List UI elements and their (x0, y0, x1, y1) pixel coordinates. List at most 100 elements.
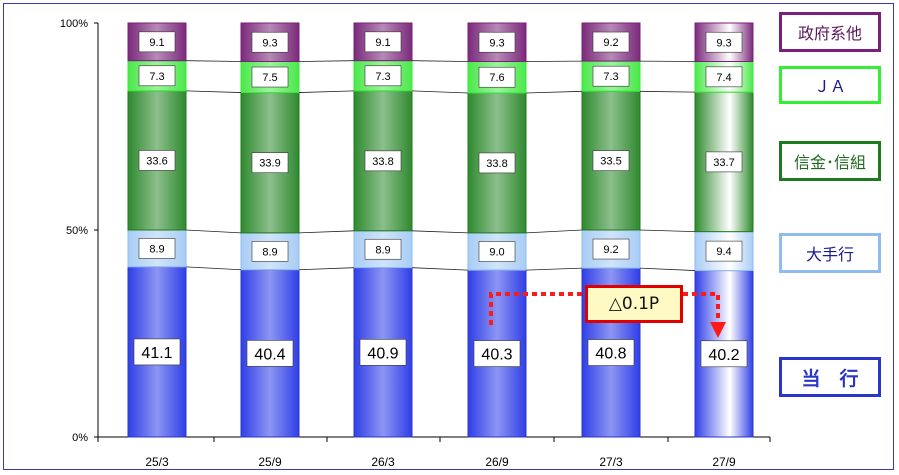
series-connector-line (525, 229, 583, 234)
data-label-box (364, 150, 402, 172)
series-connector-line (298, 230, 355, 234)
data-label-box (138, 150, 176, 171)
data-label-box (364, 65, 402, 87)
x-tick-label: 26/3 (371, 455, 395, 469)
data-label-box (587, 339, 635, 366)
data-label: 40.3 (481, 347, 512, 364)
data-label: 7.4 (716, 72, 731, 84)
data-label-box (592, 150, 630, 171)
data-label: 41.1 (141, 345, 172, 362)
bar-segment (694, 91, 754, 233)
data-label-box (364, 31, 402, 53)
data-label: 8.9 (149, 243, 164, 255)
data-label: 40.4 (254, 346, 285, 363)
series-connector-line (639, 229, 696, 233)
data-label-box (251, 31, 289, 53)
data-label-box (592, 65, 630, 87)
data-label: 33.8 (372, 156, 393, 168)
data-label: 9.3 (716, 37, 731, 49)
data-label: 40.8 (595, 346, 626, 363)
data-label: 7.3 (375, 71, 390, 83)
data-label: 7.3 (149, 71, 164, 83)
data-label: 9.1 (375, 37, 390, 49)
data-label-box (138, 31, 176, 53)
series-connector-line (298, 267, 355, 271)
legend-entry: 当 行 (779, 357, 881, 397)
series-connector-line (411, 230, 469, 234)
data-label: 33.6 (146, 155, 167, 167)
series-connector-line (411, 267, 469, 271)
x-tick-label: 26/9 (485, 455, 509, 469)
data-label-box (478, 31, 516, 53)
annotation-connector (489, 292, 585, 325)
annotation-connector (683, 292, 720, 325)
data-label: 33.8 (486, 158, 507, 170)
data-label-box (705, 151, 743, 173)
data-label-box (705, 240, 743, 262)
data-label-box (478, 241, 516, 262)
annotation-arrowhead (710, 322, 726, 338)
data-label-box (705, 31, 743, 53)
data-label-box (592, 238, 630, 260)
data-label-box (473, 340, 521, 367)
data-label-box (592, 31, 630, 53)
data-label: 40.9 (367, 345, 398, 362)
data-label: 9.2 (603, 37, 618, 49)
data-label-box (251, 66, 289, 88)
data-label-box (246, 340, 294, 367)
data-label-box (700, 340, 748, 368)
legend-entry: 信金･信組 (779, 141, 881, 181)
data-label: 9.3 (489, 37, 504, 49)
data-label: 7.6 (489, 72, 504, 84)
data-label-box (133, 338, 181, 366)
series-connector-line (639, 90, 696, 93)
legend-entry: ＪＡ (779, 66, 881, 104)
data-label-box (478, 66, 516, 88)
series-connector-line (298, 90, 355, 93)
data-label-box (478, 152, 516, 174)
data-label: 40.2 (708, 347, 739, 364)
series-connector-line (185, 90, 242, 93)
data-label: 33.9 (259, 158, 280, 170)
series-connector-line (525, 267, 583, 271)
data-label-box (705, 66, 743, 88)
series-connector-line (298, 60, 355, 62)
series-connector-line (185, 266, 242, 271)
series-connector-line (411, 90, 469, 94)
data-label-box (251, 152, 289, 174)
y-tick-label: 0% (72, 432, 88, 444)
data-label: 8.9 (375, 244, 390, 256)
data-label: 7.3 (603, 71, 618, 83)
data-label: 33.7 (713, 157, 734, 169)
data-label-box (251, 241, 289, 262)
series-connector-line (185, 229, 242, 234)
legend-entry: 政府系他 (779, 12, 881, 52)
series-connector-line (411, 60, 469, 62)
data-label: 9.0 (489, 247, 504, 259)
data-label: 9.4 (716, 246, 731, 258)
data-label: 9.3 (262, 37, 277, 49)
series-connector-line (525, 90, 583, 94)
y-tick-label: 50% (66, 225, 88, 237)
data-label: 33.5 (600, 156, 621, 168)
data-label-box (359, 339, 407, 366)
chart-frame (3, 3, 894, 470)
y-tick-label: 100% (60, 18, 88, 30)
data-label-box (364, 238, 402, 260)
series-connector-line (639, 267, 696, 271)
change-annotation-label: △0.1P (585, 285, 683, 323)
data-label: 9.2 (603, 244, 618, 256)
data-label-box (138, 238, 176, 259)
x-tick-label: 25/9 (258, 455, 282, 469)
data-label: 7.5 (262, 72, 277, 84)
data-label: 9.1 (149, 37, 164, 49)
x-tick-label: 25/3 (145, 455, 169, 469)
bar-segment (240, 232, 300, 271)
data-label: 8.9 (262, 246, 277, 258)
x-tick-label: 27/9 (712, 455, 736, 469)
series-connector-line (185, 60, 242, 62)
x-tick-label: 27/3 (599, 455, 623, 469)
legend-entry: 大手行 (779, 233, 881, 273)
data-label-box (138, 65, 176, 87)
